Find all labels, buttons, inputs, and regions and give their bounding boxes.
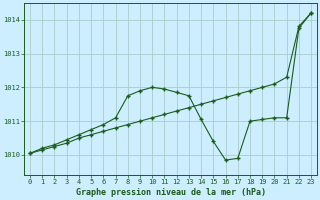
X-axis label: Graphe pression niveau de la mer (hPa): Graphe pression niveau de la mer (hPa) [76, 188, 266, 197]
